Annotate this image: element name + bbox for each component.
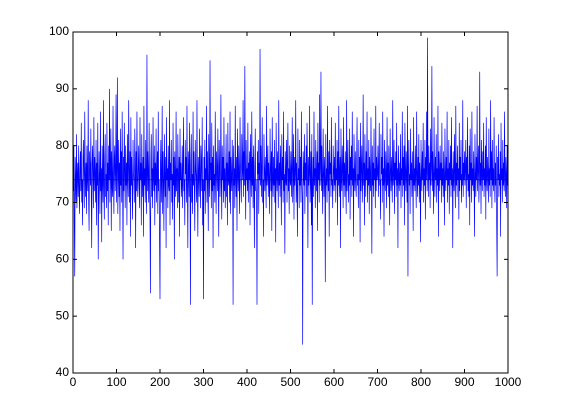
x-tick-label: 400 xyxy=(237,375,257,389)
data-line xyxy=(73,37,509,345)
plot-area xyxy=(73,32,508,373)
y-tick-label: 60 xyxy=(56,252,70,266)
x-tick-label: 100 xyxy=(106,375,126,389)
x-tick-label: 200 xyxy=(150,375,170,389)
y-tick-label: 50 xyxy=(56,308,70,322)
y-tick-label: 70 xyxy=(56,195,70,209)
x-tick-label: 700 xyxy=(367,375,387,389)
x-tick-label: 800 xyxy=(411,375,431,389)
x-tick-label: 900 xyxy=(454,375,474,389)
x-tick-label: 0 xyxy=(70,375,77,389)
y-tick-label: 90 xyxy=(56,81,70,95)
y-tick-label: 100 xyxy=(49,24,69,38)
x-tick-label: 1000 xyxy=(495,375,522,389)
y-tick-label: 40 xyxy=(56,365,70,379)
x-tick-label: 500 xyxy=(280,375,300,389)
x-tick-label: 600 xyxy=(324,375,344,389)
x-tick-label: 300 xyxy=(193,375,213,389)
y-tick-label: 80 xyxy=(56,138,70,152)
